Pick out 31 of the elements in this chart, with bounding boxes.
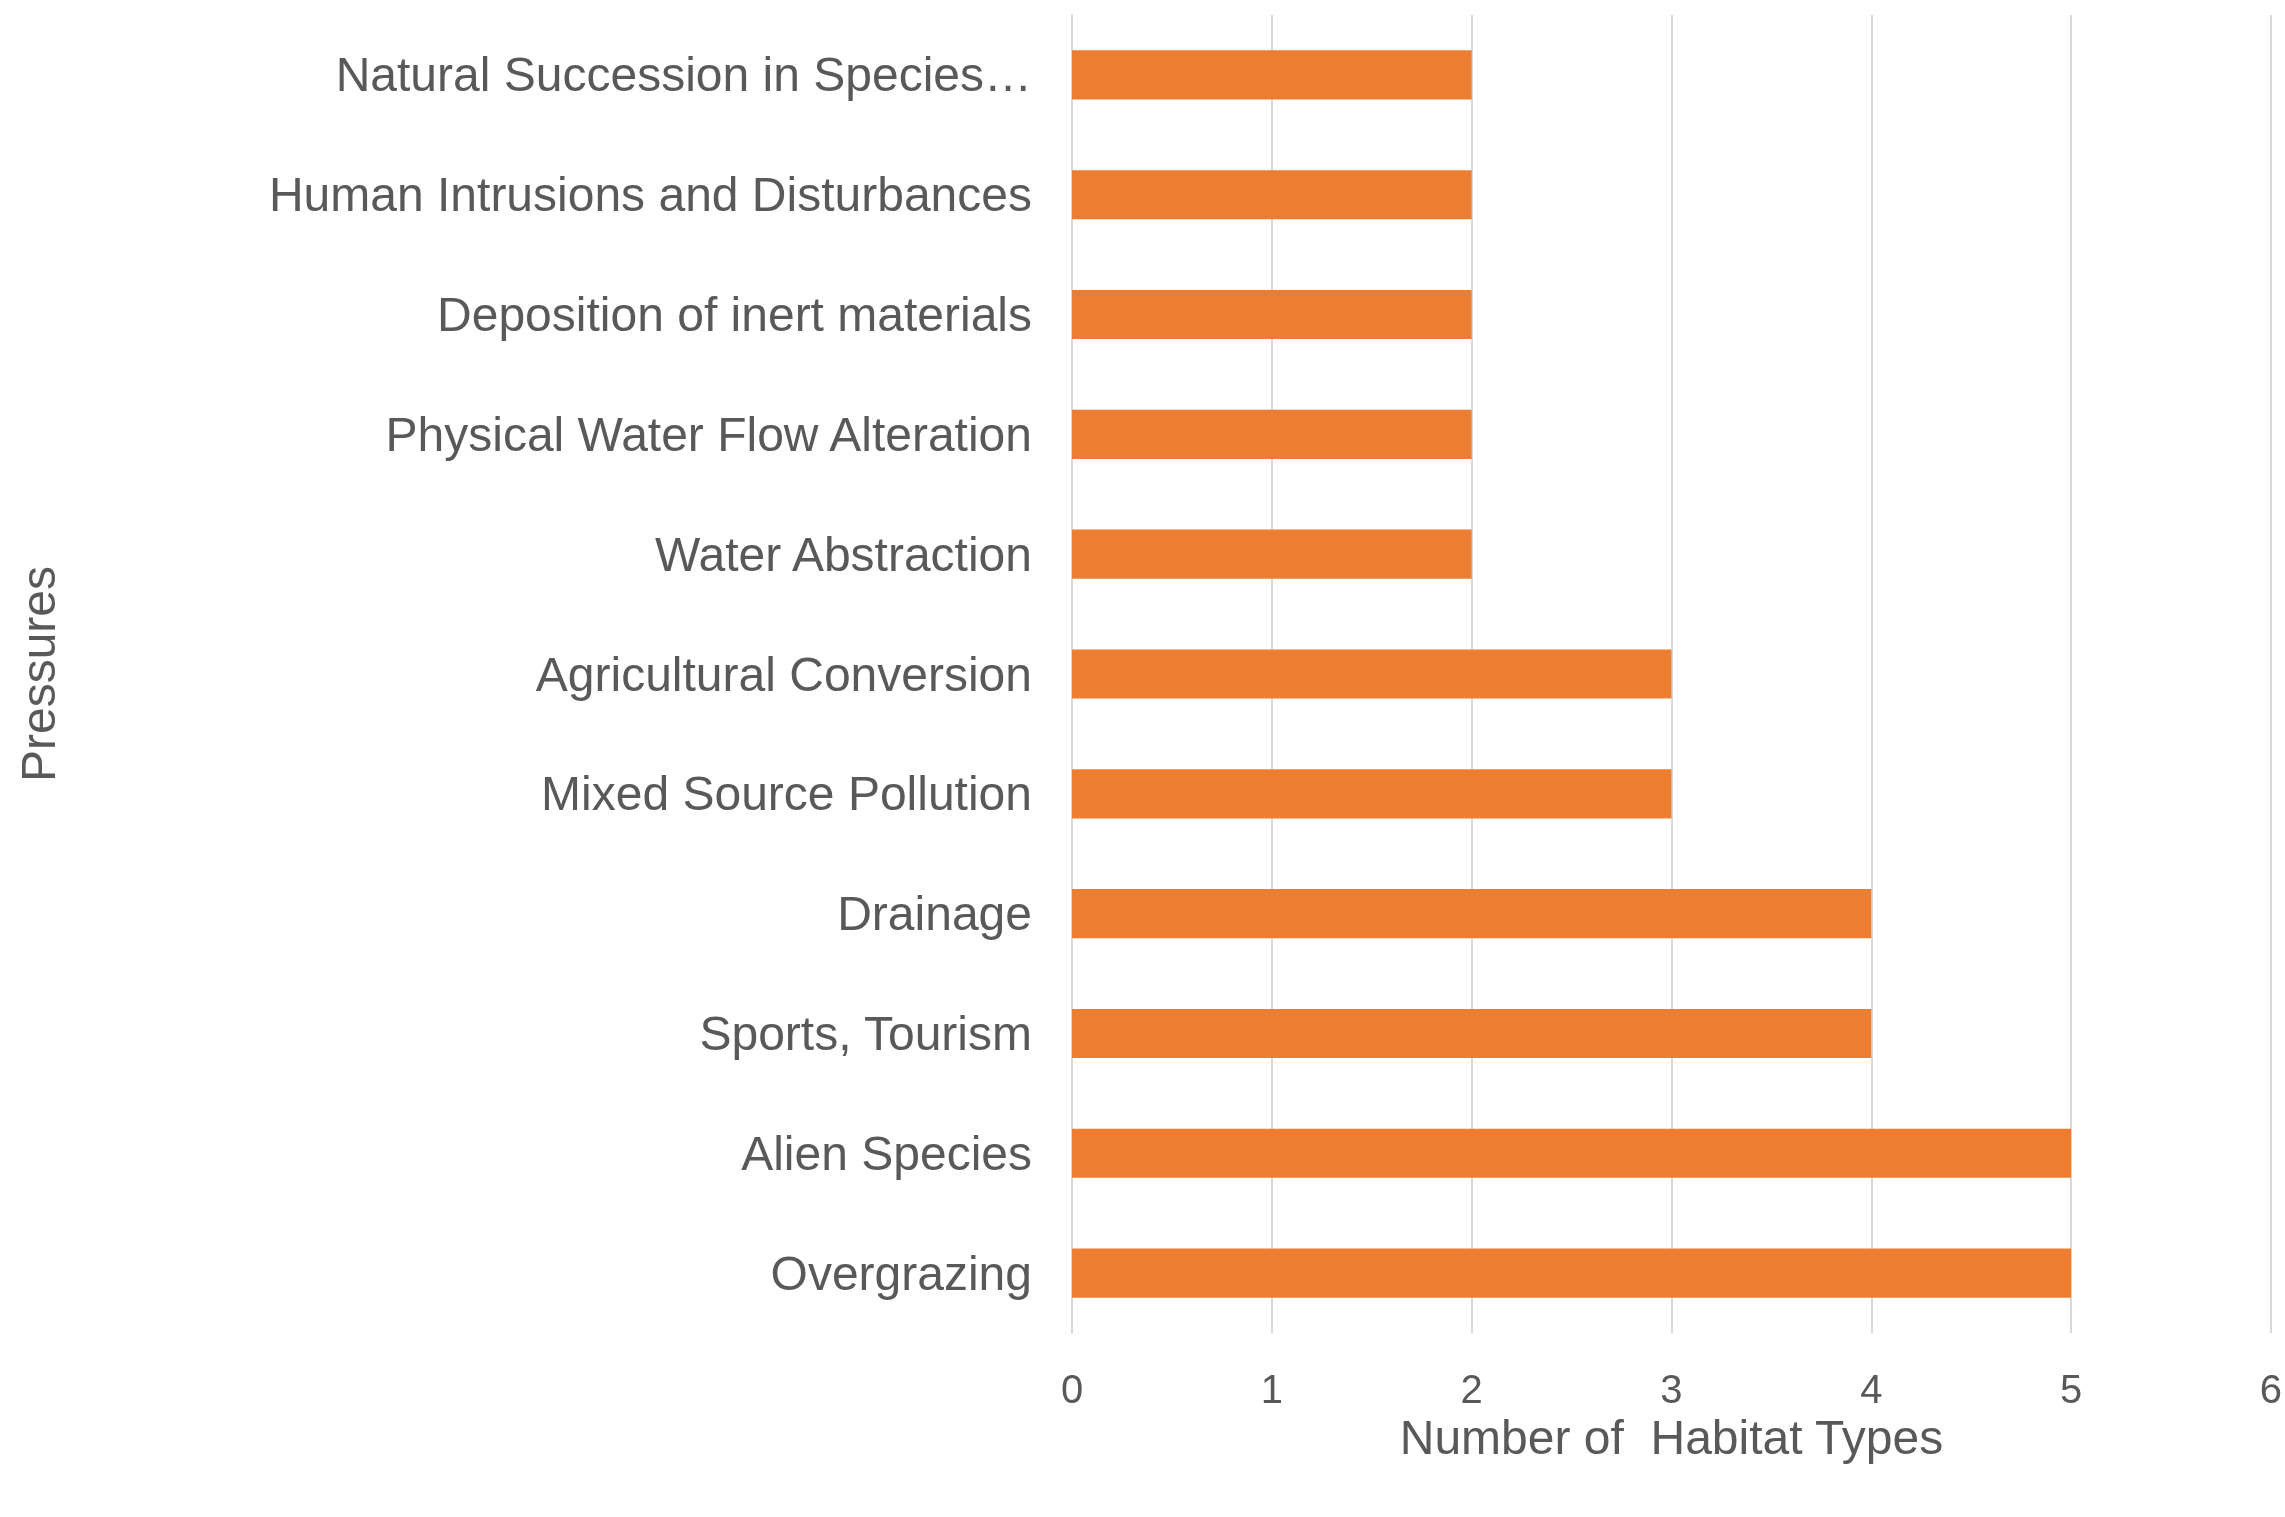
bar: [1072, 1128, 2072, 1178]
x-tick-label: 4: [1860, 1367, 1883, 1411]
y-tick-label: Water Abstraction: [654, 527, 1032, 581]
bar: [1072, 1248, 2072, 1298]
y-tick-label: Sports, Tourism: [699, 1006, 1032, 1060]
y-tick-label: Human Intrusions and Disturbances: [268, 168, 1032, 222]
x-tick-label: 0: [1060, 1367, 1084, 1411]
bar: [1072, 649, 1672, 699]
x-axis-title: Number of Habitat Types: [1399, 1411, 1944, 1465]
bar: [1072, 289, 1472, 340]
x-tick-label: 5: [2059, 1367, 2083, 1411]
y-tick-label: Physical Water Flow Alteration: [385, 407, 1032, 461]
bar: [1072, 769, 1672, 819]
bar: [1072, 529, 1472, 579]
y-tick-label: Natural Succession in Species…: [335, 48, 1032, 102]
y-tick-label: Deposition of inert materials: [437, 288, 1032, 342]
y-tick-label: Mixed Source Pollution: [541, 767, 1032, 821]
x-tick-label: 1: [1260, 1367, 1283, 1411]
bar: [1072, 1008, 1872, 1059]
y-tick-label: Drainage: [837, 887, 1032, 941]
bar: [1072, 409, 1472, 459]
bar: [1072, 889, 1872, 939]
x-tick-label: 6: [2259, 1367, 2282, 1411]
bar: [1072, 50, 1472, 100]
bar: [1072, 170, 1472, 220]
x-tick-label: 3: [1660, 1367, 1683, 1411]
y-tick-label: Alien Species: [741, 1126, 1032, 1180]
y-tick-label: Overgrazing: [770, 1246, 1032, 1300]
x-tick-label: 2: [1460, 1367, 1483, 1411]
y-axis-title: Pressures: [11, 565, 65, 783]
y-tick-label: Agricultural Conversion: [535, 647, 1032, 701]
